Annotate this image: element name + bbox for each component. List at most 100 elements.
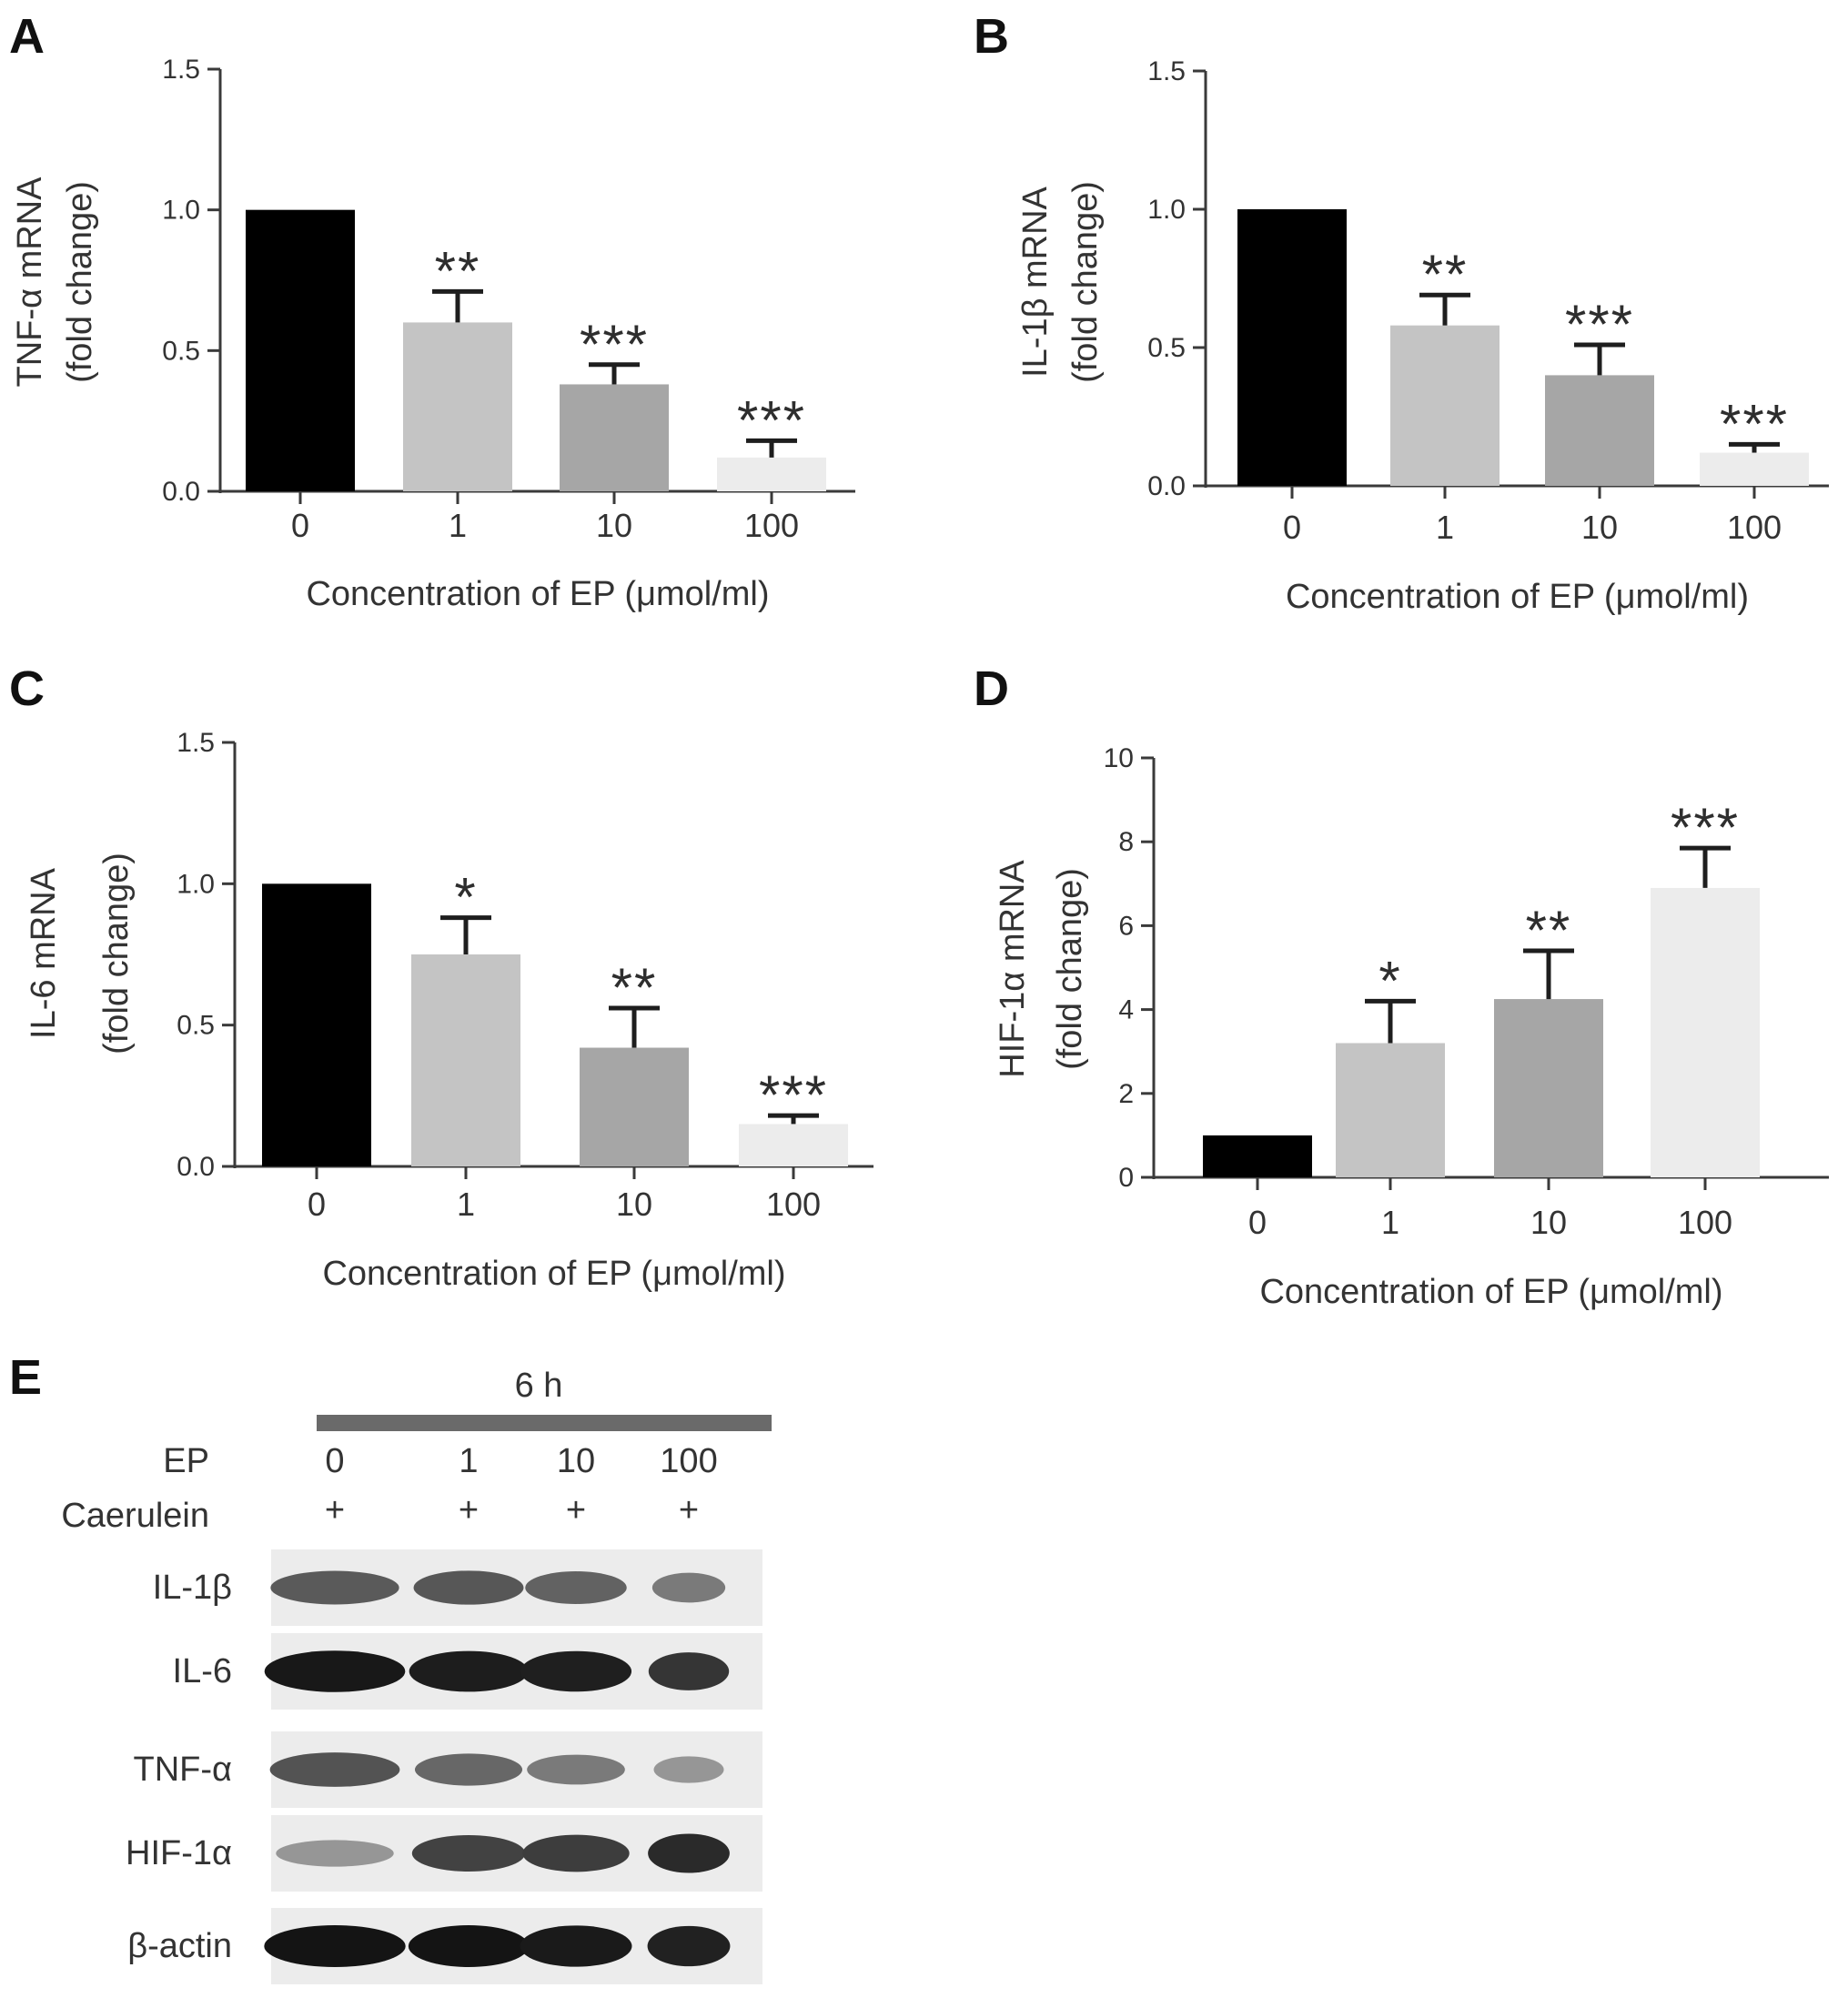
y-tick-label: 1.5 [162, 55, 200, 85]
x-axis-title: Concentration of EP (μmol/ml) [1286, 578, 1749, 616]
significance-marker: ** [611, 957, 658, 1018]
bar-1 [403, 322, 512, 491]
y-axis-subtitle: (fold change) [1051, 868, 1089, 1070]
x-tick-label: 100 [744, 507, 799, 544]
bar-100 [1700, 452, 1809, 486]
caerulein-sign: + [325, 1491, 345, 1529]
ep-row-label: EP [163, 1442, 209, 1480]
x-tick-label: 100 [1678, 1204, 1732, 1241]
band-label: IL-1β [153, 1569, 232, 1607]
protein-band [527, 1754, 625, 1785]
y-axis-subtitle: (fold change) [61, 181, 99, 383]
band-label: β-actin [127, 1927, 232, 1965]
panel-letter: E [9, 1350, 42, 1405]
y-tick-label: 0.0 [1147, 471, 1186, 501]
protein-band [522, 1834, 630, 1872]
y-tick-label: 0.5 [1147, 333, 1186, 363]
protein-band [520, 1650, 632, 1692]
significance-marker: * [1378, 950, 1401, 1011]
y-tick-label: 10 [1104, 743, 1134, 773]
x-tick-label: 0 [291, 507, 309, 544]
panel-letter: B [974, 9, 1009, 64]
bar-10 [1545, 375, 1654, 486]
y-tick-label: 2 [1118, 1079, 1134, 1109]
caerulein-sign: + [459, 1491, 479, 1529]
bar-10 [580, 1047, 689, 1166]
x-tick-label: 10 [616, 1186, 652, 1223]
protein-band [414, 1753, 523, 1786]
bar-100 [717, 457, 826, 491]
x-tick-label: 0 [1248, 1204, 1267, 1241]
significance-marker: ** [435, 240, 481, 301]
protein-band [651, 1572, 726, 1603]
x-tick-label: 0 [308, 1186, 326, 1223]
panel-c-chart: C 0.0 0.5 1.0 1.5 0 * 1 ** 10 *** 100 Concentration … [9, 661, 874, 1293]
y-axis-title: TNF-α mRNA [11, 177, 49, 388]
bar-10 [560, 384, 669, 491]
panel-a-chart: A 0.0 0.5 1.0 1.5 0 ** 1 *** 10 *** 100 Concentratio… [9, 9, 855, 613]
panel-letter: A [9, 9, 45, 64]
timepoint-bar [317, 1415, 772, 1431]
band-label: TNF-α [134, 1751, 233, 1789]
ep-dose-label: 100 [660, 1442, 717, 1480]
y-axis-title: IL-1β mRNA [1016, 186, 1055, 377]
caerulein-row-label: Caerulein [61, 1497, 209, 1535]
bar-1 [1390, 325, 1500, 486]
y-tick-label: 4 [1118, 995, 1134, 1025]
protein-band [270, 1570, 399, 1605]
panel-e-western-blot: E 6 h EP Caerulein 0 +1 +10 +100 + IL-1β IL-6 TNF-α… [9, 1350, 772, 1984]
y-tick-label: 1.0 [162, 196, 200, 226]
panel-b-chart: B 0.0 0.5 1.0 1.5 0 ** 1 *** 10 *** 100 Concentratio… [974, 9, 1829, 616]
bar-0 [246, 209, 355, 491]
protein-band [264, 1650, 406, 1692]
significance-marker: * [454, 867, 477, 928]
protein-band [520, 1925, 632, 1967]
protein-band [408, 1925, 530, 1967]
protein-band [411, 1835, 526, 1872]
timepoint-label: 6 h [515, 1367, 563, 1405]
x-axis-title: Concentration of EP (μmol/ml) [306, 575, 769, 613]
bar-1 [1336, 1043, 1445, 1177]
y-tick-label: 6 [1118, 911, 1134, 941]
y-tick-label: 0.5 [177, 1011, 215, 1041]
protein-band [525, 1571, 627, 1604]
caerulein-sign: + [566, 1491, 586, 1529]
x-tick-label: 10 [1530, 1204, 1567, 1241]
bar-0 [1203, 1135, 1312, 1177]
x-tick-label: 100 [1727, 509, 1782, 546]
significance-marker: *** [737, 389, 806, 450]
bar-0 [1237, 209, 1347, 486]
protein-band [413, 1570, 524, 1605]
y-tick-label: 8 [1118, 827, 1134, 857]
significance-marker: *** [759, 1065, 828, 1125]
protein-band [264, 1925, 406, 1967]
bar-10 [1494, 999, 1603, 1177]
protein-band [648, 1833, 730, 1873]
x-tick-label: 1 [1381, 1204, 1399, 1241]
bar-1 [411, 954, 520, 1166]
panel-letter: C [9, 661, 45, 716]
y-tick-label: 0 [1118, 1163, 1134, 1193]
ep-dose-label: 1 [459, 1442, 478, 1480]
x-tick-label: 1 [1436, 509, 1454, 546]
x-tick-label: 1 [449, 507, 467, 544]
significance-marker: ** [1422, 244, 1469, 305]
significance-marker: *** [1565, 294, 1634, 355]
band-label: IL-6 [173, 1652, 232, 1690]
bar-100 [1651, 887, 1760, 1177]
x-tick-label: 1 [457, 1186, 475, 1223]
y-tick-label: 0.5 [162, 336, 200, 366]
y-axis-subtitle: (fold change) [97, 853, 136, 1054]
significance-marker: ** [1526, 900, 1572, 961]
y-tick-label: 1.0 [1147, 195, 1186, 225]
y-tick-label: 1.5 [177, 728, 215, 758]
x-tick-label: 10 [1581, 509, 1618, 546]
protein-band [409, 1650, 529, 1692]
y-axis-title: HIF-1α mRNA [994, 860, 1032, 1078]
bar-0 [262, 883, 371, 1166]
caerulein-sign: + [679, 1491, 699, 1529]
protein-band [269, 1752, 400, 1787]
significance-marker: *** [1720, 393, 1789, 454]
band-label: HIF-1α [126, 1834, 232, 1872]
